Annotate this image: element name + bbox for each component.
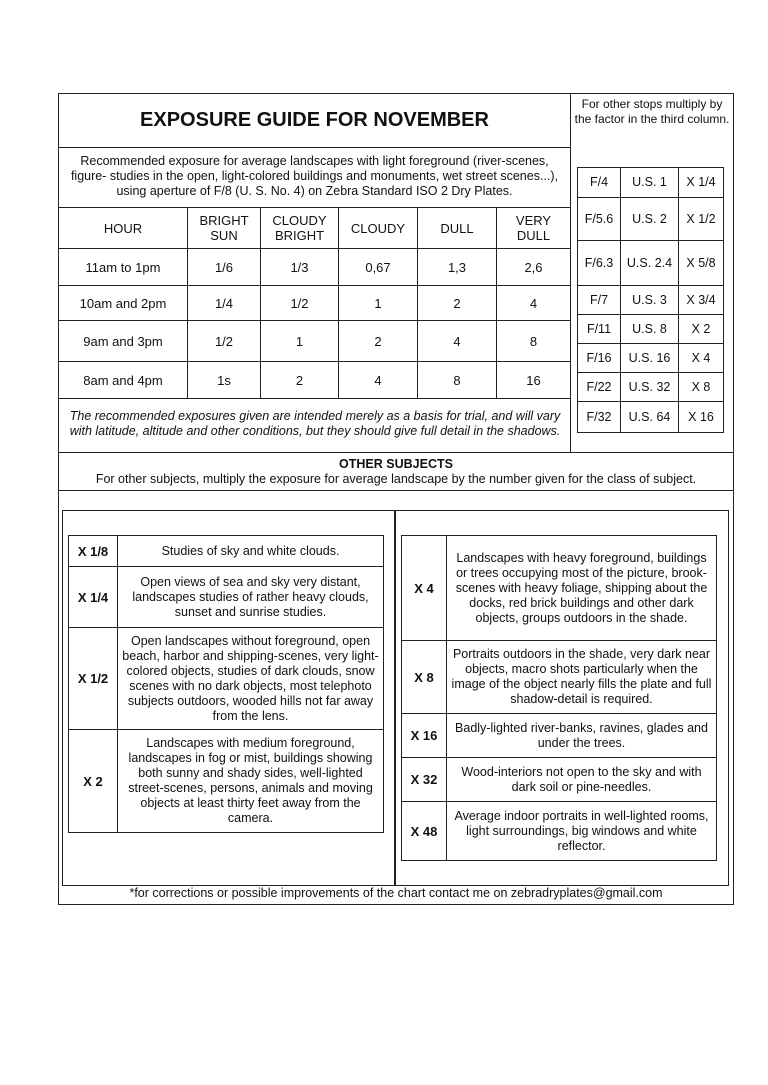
subjects-divider	[394, 510, 396, 886]
us-stop: U.S. 8	[620, 314, 679, 344]
subject-description: Badly-lighted river-banks, ravines, glad…	[446, 713, 717, 758]
f-stop: F/11	[577, 314, 621, 344]
us-stop: U.S. 3	[620, 285, 679, 315]
other-subjects-heading: OTHER SUBJECTS	[339, 457, 453, 471]
exposure-value: 4	[338, 361, 418, 399]
factor: X 16	[678, 401, 724, 433]
exposure-value: 8	[496, 320, 571, 362]
f-stop: F/4	[577, 167, 621, 198]
subject-description: Open views of sea and sky very distant, …	[117, 566, 384, 628]
us-stop: U.S. 32	[620, 372, 679, 402]
us-stop: U.S. 2.4	[620, 240, 679, 286]
factor: X 1/2	[678, 197, 724, 241]
stops-note: For other stops multiply by the factor i…	[574, 97, 730, 126]
f-stop: F/7	[577, 285, 621, 315]
multiplier-label: X 48	[401, 801, 447, 861]
hour-label: 9am and 3pm	[58, 320, 188, 362]
subject-description: Studies of sky and white clouds.	[117, 535, 384, 567]
factor: X 4	[678, 343, 724, 373]
title-box: EXPOSURE GUIDE FOR NOVEMBER	[58, 93, 571, 148]
multiplier-label: X 1/8	[68, 535, 118, 567]
other-subjects-subheading: For other subjects, multiply the exposur…	[95, 472, 697, 486]
page-title: EXPOSURE GUIDE FOR NOVEMBER	[140, 109, 489, 131]
exposure-value: 2	[417, 285, 497, 321]
subject-description: Landscapes with medium foreground, lands…	[117, 729, 384, 833]
us-stop: U.S. 2	[620, 197, 679, 241]
trial-note: The recommended exposures given are inte…	[69, 409, 561, 438]
f-stop: F/16	[577, 343, 621, 373]
f-stop: F/5.6	[577, 197, 621, 241]
exposure-value: 1/2	[187, 320, 261, 362]
hour-label: 11am to 1pm	[58, 248, 188, 286]
hour-label: 10am and 2pm	[58, 285, 188, 321]
multiplier-label: X 32	[401, 757, 447, 802]
multiplier-label: X 8	[401, 640, 447, 714]
exposure-value: 2	[338, 320, 418, 362]
f-stop: F/32	[577, 401, 621, 433]
multiplier-label: X 1/2	[68, 627, 118, 730]
subject-description: Portraits outdoors in the shade, very da…	[446, 640, 717, 714]
exposure-value: 4	[496, 285, 571, 321]
us-stop: U.S. 64	[620, 401, 679, 433]
f-stop: F/6.3	[577, 240, 621, 286]
footer-note: *for corrections or possible improvement…	[129, 886, 663, 900]
multiplier-label: X 1/4	[68, 566, 118, 628]
column-header: CLOUDY	[338, 207, 418, 249]
column-header: VERY DULL	[496, 207, 571, 249]
factor: X 1/4	[678, 167, 724, 198]
exposure-value: 1/4	[187, 285, 261, 321]
multiplier-label: X 16	[401, 713, 447, 758]
other-subjects-header	[58, 452, 734, 491]
column-header: CLOUDY BRIGHT	[260, 207, 339, 249]
exposure-value: 0,67	[338, 248, 418, 286]
subject-description: Wood-interiors not open to the sky and w…	[446, 757, 717, 802]
multiplier-label: X 2	[68, 729, 118, 833]
exposure-value: 2,6	[496, 248, 571, 286]
subject-description: Open landscapes without foreground, open…	[117, 627, 384, 730]
subject-description: Landscapes with heavy foreground, buildi…	[446, 535, 717, 641]
column-header: DULL	[417, 207, 497, 249]
exposure-value: 1/3	[260, 248, 339, 286]
us-stop: U.S. 16	[620, 343, 679, 373]
factor: X 5/8	[678, 240, 724, 286]
exposure-value: 1/2	[260, 285, 339, 321]
exposure-value: 1	[260, 320, 339, 362]
factor: X 3/4	[678, 285, 724, 315]
exposure-value: 1	[338, 285, 418, 321]
multiplier-label: X 4	[401, 535, 447, 641]
column-header: HOUR	[58, 207, 188, 249]
exposure-value: 4	[417, 320, 497, 362]
exposure-value: 2	[260, 361, 339, 399]
exposure-value: 8	[417, 361, 497, 399]
hour-label: 8am and 4pm	[58, 361, 188, 399]
factor: X 8	[678, 372, 724, 402]
exposure-value: 16	[496, 361, 571, 399]
exposure-value: 1/6	[187, 248, 261, 286]
factor: X 2	[678, 314, 724, 344]
exposure-value: 1,3	[417, 248, 497, 286]
description: Recommended exposure for average landsca…	[70, 154, 559, 198]
subject-description: Average indoor portraits in well-lighted…	[446, 801, 717, 861]
us-stop: U.S. 1	[620, 167, 679, 198]
exposure-value: 1s	[187, 361, 261, 399]
column-header: BRIGHT SUN	[187, 207, 261, 249]
f-stop: F/22	[577, 372, 621, 402]
